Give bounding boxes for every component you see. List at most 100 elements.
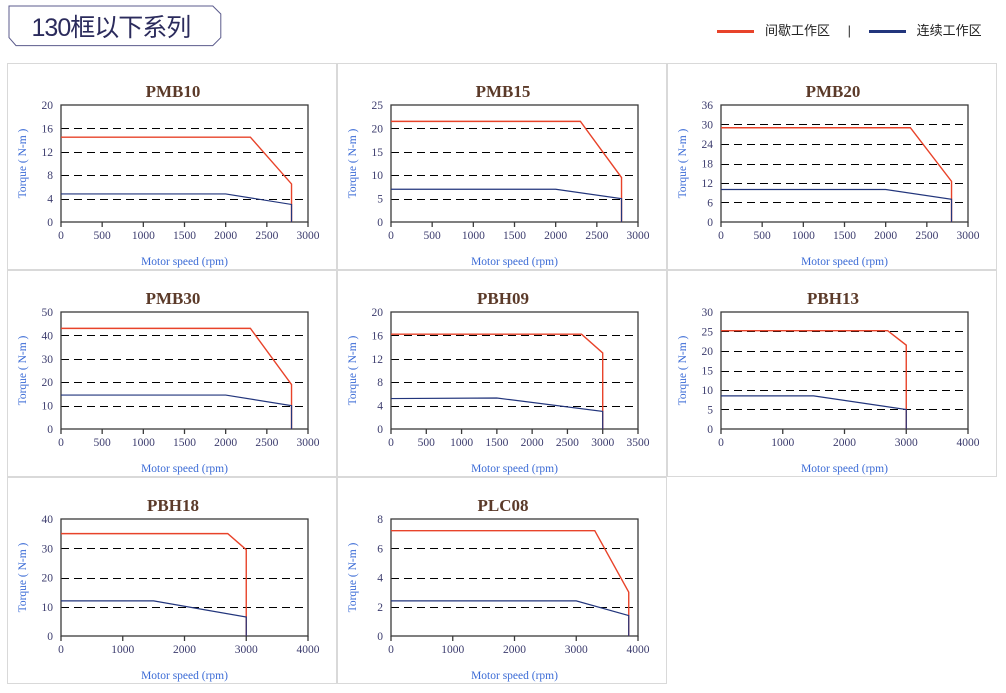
svg-text:0: 0 (58, 644, 64, 656)
svg-text:8: 8 (377, 377, 383, 389)
svg-text:Motor speed (rpm): Motor speed (rpm) (141, 670, 228, 682)
svg-text:1500: 1500 (833, 230, 856, 242)
svg-text:0: 0 (47, 217, 53, 229)
svg-text:20: 20 (42, 377, 54, 389)
svg-text:2500: 2500 (255, 230, 278, 242)
svg-text:2: 2 (377, 602, 383, 614)
svg-text:Torque ( N-m ): Torque ( N-m ) (347, 542, 359, 612)
svg-text:2000: 2000 (214, 230, 237, 242)
svg-text:500: 500 (94, 437, 112, 449)
svg-text:0: 0 (377, 424, 383, 436)
svg-text:4000: 4000 (627, 644, 650, 656)
svg-text:Torque ( N-m ): Torque ( N-m ) (17, 542, 29, 612)
svg-text:1500: 1500 (173, 230, 196, 242)
svg-text:10: 10 (42, 602, 54, 614)
svg-text:2000: 2000 (173, 644, 196, 656)
svg-text:0: 0 (718, 437, 724, 449)
svg-text:2000: 2000 (544, 230, 567, 242)
svg-text:6: 6 (707, 198, 713, 210)
svg-text:30: 30 (702, 307, 714, 319)
svg-text:500: 500 (754, 230, 772, 242)
svg-text:Motor speed (rpm): Motor speed (rpm) (471, 463, 558, 475)
svg-text:15: 15 (372, 147, 384, 159)
svg-text:Motor speed (rpm): Motor speed (rpm) (141, 256, 228, 268)
svg-text:PMB20: PMB20 (806, 82, 861, 101)
svg-text:5: 5 (377, 194, 383, 206)
svg-text:4000: 4000 (957, 437, 980, 449)
svg-text:5: 5 (707, 405, 713, 417)
svg-text:500: 500 (424, 230, 442, 242)
svg-text:0: 0 (388, 644, 394, 656)
svg-text:PMB30: PMB30 (146, 289, 201, 308)
svg-text:Motor speed (rpm): Motor speed (rpm) (801, 256, 888, 268)
svg-text:PMB15: PMB15 (476, 82, 531, 101)
svg-text:15: 15 (702, 366, 714, 378)
svg-text:0: 0 (388, 437, 394, 449)
svg-text:500: 500 (94, 230, 112, 242)
svg-text:2000: 2000 (214, 437, 237, 449)
svg-text:10: 10 (372, 170, 384, 182)
svg-text:1000: 1000 (450, 437, 473, 449)
svg-text:2500: 2500 (255, 437, 278, 449)
svg-text:4000: 4000 (297, 644, 320, 656)
svg-text:12: 12 (702, 178, 714, 190)
svg-text:2000: 2000 (833, 437, 856, 449)
svg-text:3000: 3000 (297, 437, 320, 449)
svg-text:1000: 1000 (132, 437, 155, 449)
svg-text:1000: 1000 (462, 230, 485, 242)
svg-text:4: 4 (377, 573, 383, 585)
svg-text:Torque ( N-m ): Torque ( N-m ) (677, 128, 689, 198)
svg-text:30: 30 (702, 120, 714, 132)
svg-text:500: 500 (418, 437, 436, 449)
svg-text:50: 50 (42, 307, 54, 319)
svg-text:PBH13: PBH13 (807, 289, 859, 308)
svg-text:2000: 2000 (503, 644, 526, 656)
svg-text:1500: 1500 (503, 230, 526, 242)
svg-text:1500: 1500 (173, 437, 196, 449)
svg-text:Motor speed (rpm): Motor speed (rpm) (801, 463, 888, 475)
svg-text:Motor speed (rpm): Motor speed (rpm) (141, 463, 228, 475)
svg-text:12: 12 (42, 147, 54, 159)
svg-text:16: 16 (372, 330, 384, 342)
svg-text:2000: 2000 (874, 230, 897, 242)
svg-text:25: 25 (372, 100, 384, 112)
svg-text:20: 20 (702, 346, 714, 358)
svg-text:20: 20 (372, 307, 384, 319)
svg-text:2500: 2500 (556, 437, 579, 449)
svg-text:1000: 1000 (771, 437, 794, 449)
svg-text:6: 6 (377, 543, 383, 555)
svg-text:3000: 3000 (591, 437, 614, 449)
svg-text:Motor speed (rpm): Motor speed (rpm) (471, 670, 558, 682)
svg-text:3000: 3000 (235, 644, 258, 656)
svg-text:0: 0 (47, 424, 53, 436)
svg-text:0: 0 (377, 217, 383, 229)
svg-text:1000: 1000 (132, 230, 155, 242)
svg-text:PLC08: PLC08 (478, 496, 529, 515)
svg-text:0: 0 (388, 230, 394, 242)
svg-text:18: 18 (702, 159, 714, 171)
svg-text:2500: 2500 (585, 230, 608, 242)
svg-text:0: 0 (707, 217, 713, 229)
svg-text:Torque ( N-m ): Torque ( N-m ) (347, 335, 359, 405)
svg-text:40: 40 (42, 330, 54, 342)
svg-text:1500: 1500 (485, 437, 508, 449)
svg-text:1000: 1000 (792, 230, 815, 242)
svg-text:8: 8 (377, 514, 383, 526)
svg-text:0: 0 (377, 631, 383, 643)
svg-text:3000: 3000 (957, 230, 980, 242)
svg-text:0: 0 (58, 230, 64, 242)
svg-text:40: 40 (42, 514, 54, 526)
svg-text:30: 30 (42, 543, 54, 555)
svg-text:8: 8 (47, 170, 53, 182)
svg-text:Torque ( N-m ): Torque ( N-m ) (677, 335, 689, 405)
svg-text:PBH18: PBH18 (147, 496, 199, 515)
svg-text:12: 12 (372, 354, 384, 366)
svg-text:20: 20 (42, 573, 54, 585)
svg-text:0: 0 (707, 424, 713, 436)
svg-text:1000: 1000 (441, 644, 464, 656)
svg-text:4: 4 (47, 194, 53, 206)
svg-text:Torque ( N-m ): Torque ( N-m ) (17, 128, 29, 198)
svg-text:36: 36 (702, 100, 714, 112)
svg-text:1000: 1000 (111, 644, 134, 656)
svg-text:10: 10 (42, 401, 54, 413)
